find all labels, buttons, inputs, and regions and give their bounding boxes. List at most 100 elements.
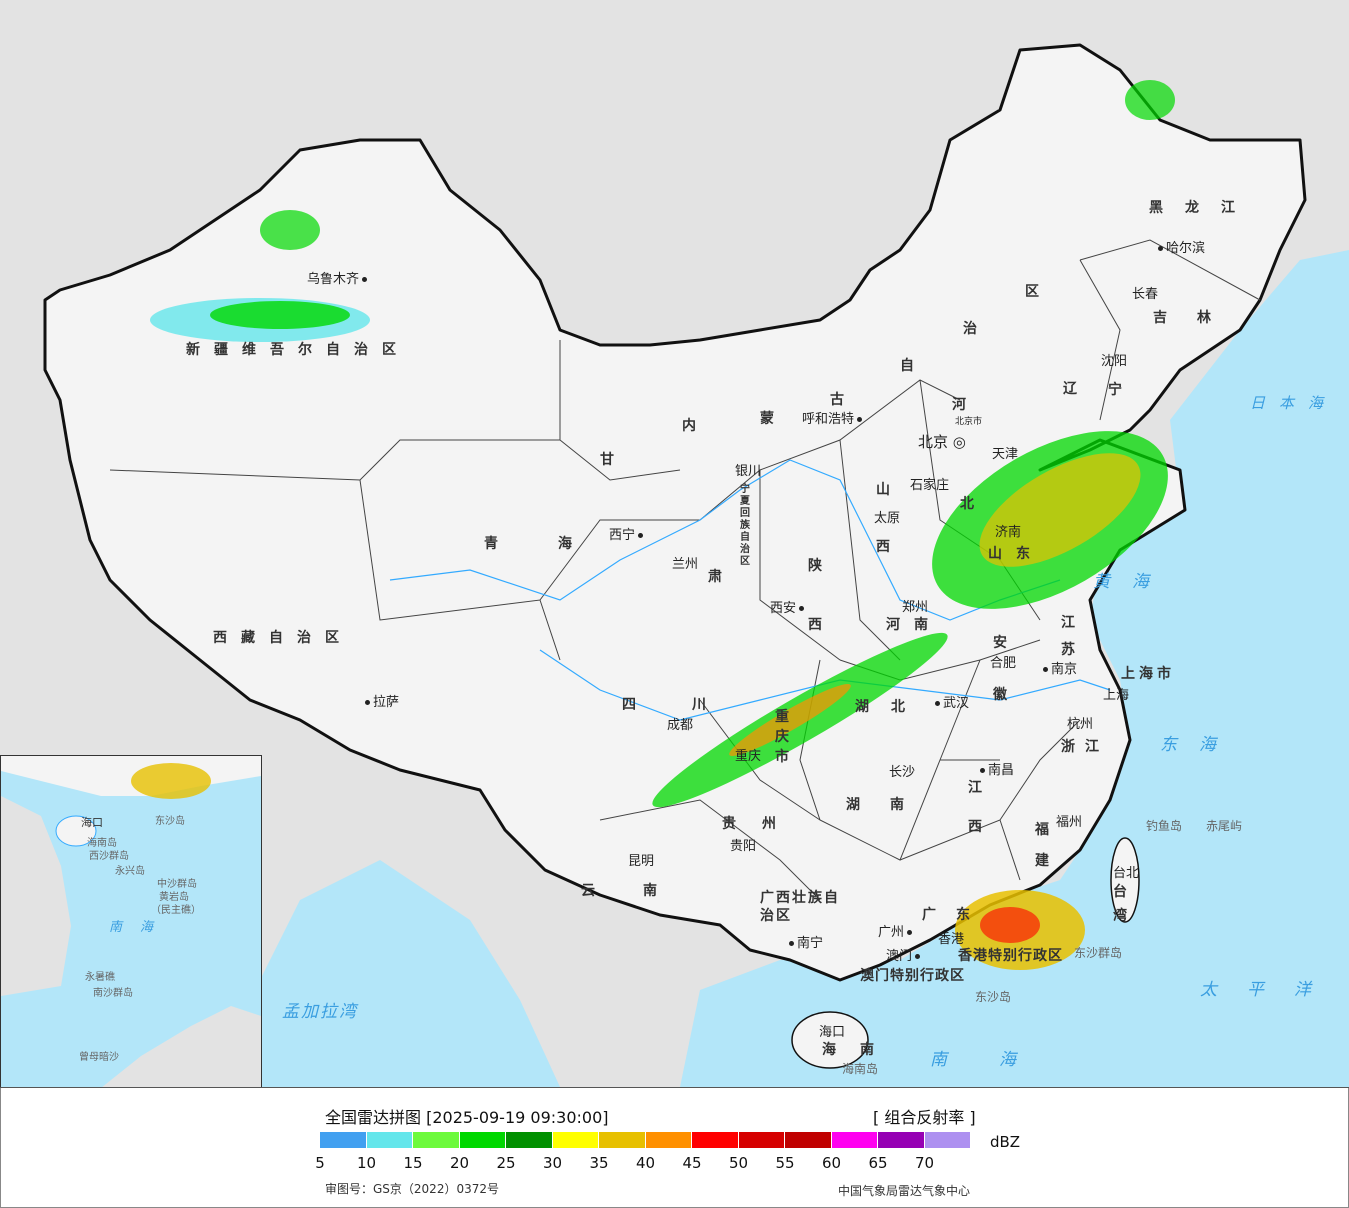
city-dot: [857, 417, 863, 422]
city-shanghai: 上海: [1103, 688, 1130, 703]
map-approval-number: 审图号：GS京（2022）0372号: [325, 1182, 499, 1196]
city-label: 南宁: [797, 936, 824, 951]
color-swatch: [692, 1132, 739, 1148]
city-nanning: 南宁: [786, 932, 823, 951]
tick-label: 60: [821, 1154, 842, 1172]
color-swatch: [785, 1132, 832, 1148]
tick-label: 30: [542, 1154, 563, 1172]
province-fujian-2: 建: [1035, 853, 1049, 869]
province-shanxi-1: 山: [876, 482, 890, 498]
tick-label: 25: [496, 1154, 516, 1172]
province-shanghai: 上海市: [1121, 666, 1175, 682]
province-jilin: 吉林: [1153, 310, 1241, 326]
island-diaoyu: 钓鱼岛: [1146, 819, 1183, 833]
color-swatch: [506, 1132, 553, 1148]
radar-echoes: [150, 80, 1175, 970]
province-jiangsu-1: 江: [1061, 615, 1075, 631]
agency-credit: 中国气象局雷达气象中心: [838, 1184, 971, 1198]
city-beijing-city: 北京市: [955, 417, 983, 427]
city-label: 澳门: [886, 949, 913, 964]
city-label: 西安: [770, 601, 797, 616]
city-jinan: 济南: [995, 525, 1022, 540]
island-dongsha: 东沙岛: [975, 990, 1012, 1004]
tick-label: 40: [635, 1154, 656, 1172]
province-heilongjiang: 黑龙江: [1149, 200, 1257, 216]
sea: [680, 250, 1349, 1087]
province-jiangxi-2: 西: [968, 819, 982, 835]
color-swatch: [645, 1132, 692, 1148]
province-shaanxi-1: 陕: [808, 558, 822, 574]
city-lanzhou: 兰州: [672, 553, 698, 572]
province-neimenggu-4: 自: [900, 358, 914, 374]
province-ningxia: 宁夏回族自治区: [740, 484, 750, 567]
city-dot: [789, 941, 794, 946]
color-scale-bar: [320, 1132, 971, 1148]
color-swatch: [924, 1132, 971, 1148]
city-label: 呼和浩特: [802, 412, 855, 427]
city-label: 银川: [735, 464, 762, 479]
inset-huangyan: 黄岩岛: [159, 892, 189, 903]
city-label: 南京: [1051, 662, 1078, 677]
inset-nansha: 南沙群岛: [93, 988, 133, 999]
inset-sea-south: 南海: [109, 920, 172, 935]
sea-japan: 日本海: [1250, 394, 1338, 412]
radar-map[interactable]: 新疆维吾尔自治区 西藏自治区 青海 甘 肃 内 蒙 古 自 治 区 黑龙江 吉林…: [0, 0, 1349, 1088]
province-jiangsu-2: 苏: [1061, 642, 1075, 658]
city-label: 拉萨: [373, 695, 400, 710]
province-taiwan: 台湾: [1113, 884, 1129, 924]
inset-haikou: 海口: [81, 816, 103, 829]
city-nanchang: 南昌: [977, 759, 1014, 778]
city-dot: [980, 768, 985, 773]
province-qinghai: 青海: [484, 536, 632, 552]
city-label: 哈尔滨: [1166, 241, 1206, 256]
city-haikou: 海口: [819, 1025, 846, 1040]
city-shijiazhuang: 石家庄: [910, 478, 950, 493]
province-hebei-1: 河: [952, 397, 966, 413]
city-zhengzhou: 郑州: [902, 600, 929, 615]
city-nanjing: 南京: [1040, 658, 1077, 677]
tick-label: 5: [315, 1154, 325, 1172]
province-neimenggu-5: 治: [963, 321, 977, 337]
city-label: 乌鲁木齐: [307, 272, 360, 287]
province-xinjiang: 新疆维吾尔自治区: [186, 342, 410, 358]
city-dot: [362, 277, 368, 282]
tick-label: 65: [868, 1154, 888, 1172]
city-changchun: 长春: [1132, 283, 1158, 302]
city-dot: [365, 700, 370, 705]
sea-east: 东海: [1160, 735, 1238, 755]
legend-title: 全国雷达拼图 [2025-09-19 09:30:00]: [325, 1108, 609, 1127]
province-gansu-su: 肃: [708, 569, 722, 585]
tick-label: 50: [728, 1154, 749, 1172]
city-beijing: 北京 ◎: [918, 433, 966, 451]
inset-zengmu: 曾母暗沙: [79, 1052, 119, 1063]
color-swatch: [831, 1132, 878, 1148]
province-liaoning-2: 宁: [1108, 382, 1122, 398]
color-swatch: [459, 1132, 506, 1148]
province-shandong: 山东: [988, 546, 1044, 562]
map-canvas: [43, 43, 1349, 1087]
tick-label: 15: [403, 1154, 423, 1172]
city-tianjin: 天津: [992, 447, 1019, 462]
color-swatch: [552, 1132, 599, 1148]
city-xining: 西宁: [609, 524, 646, 543]
city-label: 武汉: [943, 696, 970, 711]
taiwan-island: [1110, 837, 1140, 923]
province-anhui-1: 安: [993, 635, 1007, 651]
province-xizang: 西藏自治区: [213, 630, 353, 646]
province-hunan: 湖南: [846, 797, 934, 813]
color-swatch: [878, 1132, 925, 1148]
sea-bengal: [230, 860, 560, 1087]
city-taiyuan: 太原: [874, 511, 901, 526]
city-label: 广州: [878, 925, 905, 940]
city-dot: [935, 701, 940, 706]
inset-hainan-island: 海南岛: [87, 838, 117, 849]
color-swatch: [599, 1132, 646, 1148]
color-swatch: [366, 1132, 413, 1148]
province-fujian-1: 福: [1035, 822, 1049, 838]
province-liaoning-1: 辽: [1063, 381, 1077, 397]
city-changsha: 长沙: [889, 765, 916, 780]
province-guangdong: 广东: [922, 907, 990, 923]
city-chongqing: 重庆: [735, 749, 762, 764]
province-hebei-2: 北: [960, 496, 974, 512]
tick-label: 55: [775, 1154, 795, 1172]
